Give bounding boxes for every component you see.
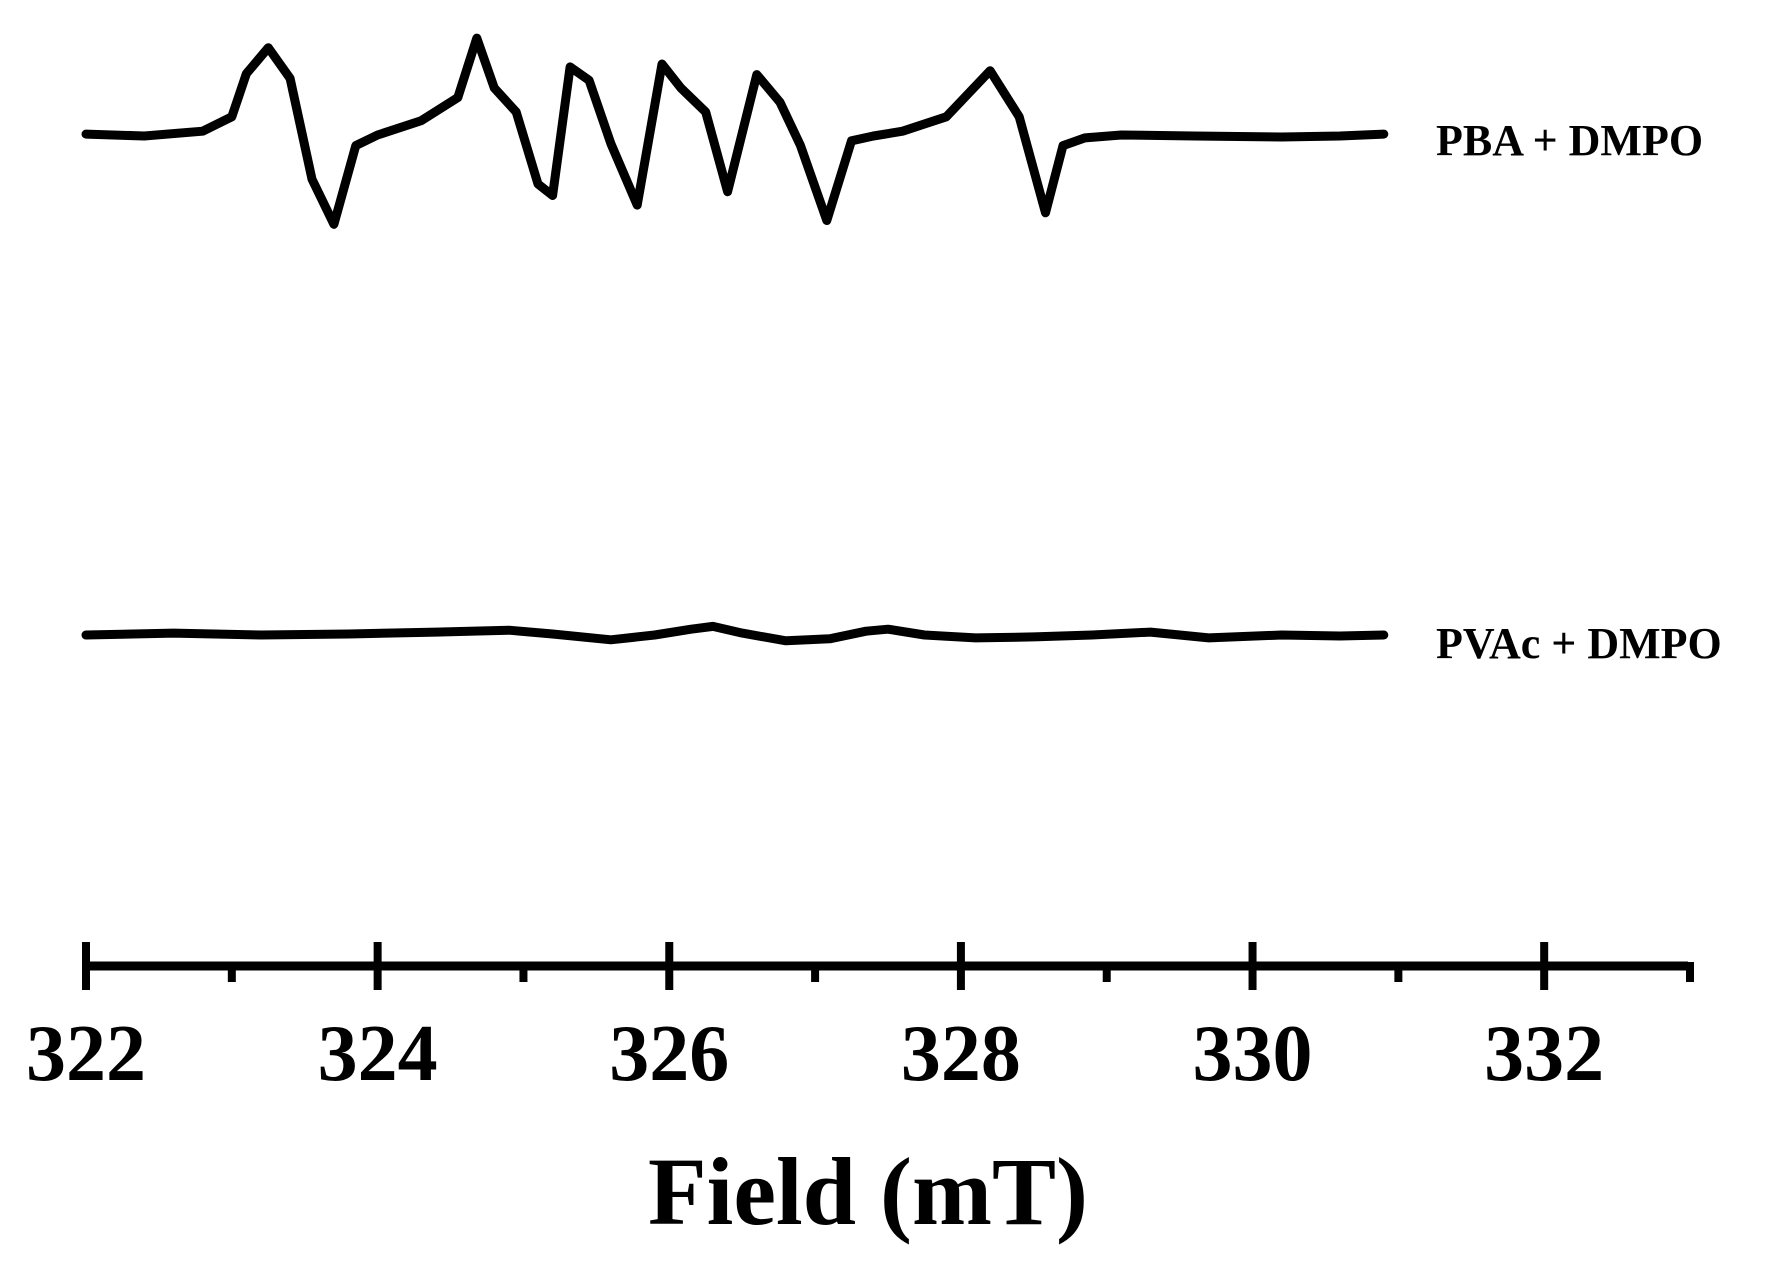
- x-tick-label: 324: [318, 1010, 438, 1098]
- plot-area: PBA + DMPO PVAc + DMPO: [81, 33, 1722, 668]
- x-tick-label: 328: [901, 1010, 1021, 1098]
- x-tick-label: 326: [609, 1010, 729, 1098]
- series-trace-pba-dmpo: [81, 33, 1389, 229]
- x-tick-label: 322: [26, 1010, 146, 1098]
- x-axis: 322 324 326 328 330 332: [26, 942, 1694, 1098]
- x-axis-title: Field (mT): [648, 1138, 1088, 1245]
- x-tick-label: 332: [1484, 1010, 1604, 1098]
- x-axis-ticks: [82, 942, 1694, 990]
- x-tick-label: 330: [1193, 1010, 1313, 1098]
- series-label-pba-dmpo: PBA + DMPO: [1436, 116, 1703, 165]
- series-label-pvac-dmpo: PVAc + DMPO: [1436, 619, 1722, 668]
- x-axis-tick-labels: 322 324 326 328 330 332: [26, 1010, 1604, 1098]
- series-trace-pvac-dmpo: [81, 621, 1389, 646]
